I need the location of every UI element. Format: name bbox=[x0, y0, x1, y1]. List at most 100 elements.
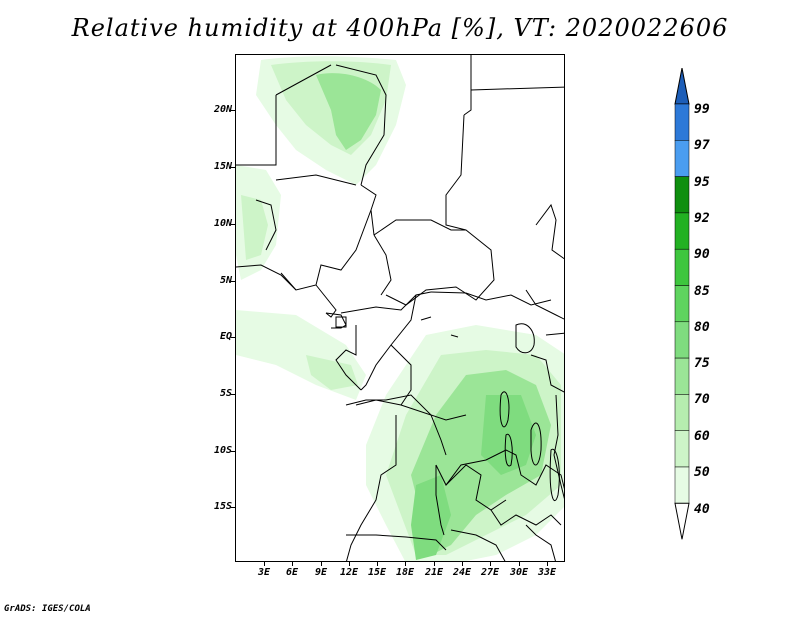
lon-label: 15E bbox=[367, 567, 387, 578]
lon-tick bbox=[405, 561, 406, 566]
border-line bbox=[236, 264, 297, 291]
lon-label: 9E bbox=[314, 567, 328, 578]
lat-tick bbox=[231, 507, 236, 508]
colorbar-label: 85 bbox=[694, 284, 710, 299]
colorbar-segment bbox=[674, 248, 690, 286]
border-line bbox=[545, 332, 564, 336]
lake-outline bbox=[450, 334, 459, 338]
lat-label: 5S bbox=[219, 388, 232, 399]
border-line bbox=[355, 399, 447, 456]
border-line bbox=[435, 465, 445, 536]
colorbar-segment bbox=[674, 212, 690, 250]
lat-label: 15N bbox=[213, 161, 232, 172]
colorbar-label: 90 bbox=[694, 247, 710, 262]
colorbar-label: 99 bbox=[694, 102, 710, 117]
lon-tick bbox=[490, 561, 491, 566]
border-line bbox=[505, 449, 564, 490]
lat-tick bbox=[231, 167, 236, 168]
colorbar-top-arrow bbox=[674, 68, 690, 105]
lon-label: 21E bbox=[424, 567, 444, 578]
lat-label: 10N bbox=[213, 218, 232, 229]
border-line bbox=[445, 464, 507, 511]
lake-outline bbox=[504, 433, 513, 467]
colorbar-segment bbox=[674, 285, 690, 323]
border-line bbox=[340, 291, 432, 314]
humidity-shading bbox=[236, 56, 564, 561]
colorbar-segment bbox=[674, 430, 690, 468]
border-line bbox=[490, 509, 562, 526]
colorbar-segment bbox=[674, 357, 690, 395]
lon-tick bbox=[349, 561, 350, 566]
colorbar-segment bbox=[674, 140, 690, 177]
colorbar-label: 75 bbox=[694, 356, 710, 371]
lon-label: 30E bbox=[509, 567, 529, 578]
lat-label: 10S bbox=[213, 445, 232, 456]
border-line bbox=[373, 234, 392, 296]
border-line bbox=[275, 64, 332, 96]
colorbar-segment bbox=[674, 466, 690, 504]
lon-tick bbox=[292, 561, 293, 566]
colorbar-bottom-arrow bbox=[674, 502, 690, 540]
lon-tick bbox=[547, 561, 548, 566]
lat-tick bbox=[231, 110, 236, 111]
colorbar-segment bbox=[674, 103, 690, 141]
lake-outline bbox=[549, 448, 560, 502]
lon-label: 12E bbox=[339, 567, 359, 578]
lon-label: 24E bbox=[452, 567, 472, 578]
lon-label: 6E bbox=[285, 567, 299, 578]
lon-tick bbox=[434, 561, 435, 566]
lake-outline bbox=[420, 316, 432, 321]
lat-label: 5N bbox=[219, 275, 232, 286]
lon-label: 27E bbox=[480, 567, 500, 578]
border-line bbox=[390, 344, 412, 406]
colorbar-segment bbox=[674, 321, 690, 359]
border-line bbox=[346, 534, 447, 551]
country-borders bbox=[236, 55, 564, 561]
humidity-area-north-strong bbox=[316, 73, 381, 150]
border-line bbox=[236, 95, 277, 166]
lakes bbox=[420, 316, 560, 502]
colorbar-label: 40 bbox=[694, 502, 710, 517]
colorbar-label: 60 bbox=[694, 429, 710, 444]
lat-label: 15S bbox=[213, 501, 232, 512]
border-line bbox=[470, 86, 564, 91]
colorbar-label: 70 bbox=[694, 392, 710, 407]
border-line bbox=[535, 203, 564, 260]
border-line bbox=[335, 325, 362, 391]
border-line bbox=[335, 64, 387, 186]
border-line bbox=[360, 294, 417, 391]
colorbar-label: 80 bbox=[694, 320, 710, 335]
border-line bbox=[373, 219, 495, 306]
lat-tick bbox=[231, 451, 236, 452]
lon-tick bbox=[519, 561, 520, 566]
lake-outline bbox=[530, 422, 542, 466]
border-line bbox=[445, 114, 467, 231]
colorbar-segment bbox=[674, 176, 690, 214]
colorbar bbox=[674, 68, 690, 540]
map-panel bbox=[235, 54, 565, 562]
lat-tick bbox=[231, 337, 236, 338]
border-line bbox=[280, 209, 372, 291]
lon-tick bbox=[377, 561, 378, 566]
lake-outline bbox=[499, 391, 510, 428]
border-line bbox=[275, 174, 357, 186]
plot-title: Relative humidity at 400hPa [%], VT: 202… bbox=[71, 14, 729, 42]
lon-tick bbox=[321, 561, 322, 566]
credit-text: GrADS: IGES/COLA bbox=[4, 604, 91, 614]
border-line bbox=[525, 524, 556, 561]
border-line bbox=[255, 199, 277, 251]
border-line bbox=[450, 529, 506, 561]
lon-label: 33E bbox=[537, 567, 557, 578]
colorbar-label: 92 bbox=[694, 211, 710, 226]
colorbar-segment bbox=[674, 394, 690, 431]
lon-label: 18E bbox=[395, 567, 415, 578]
border-line bbox=[463, 55, 472, 116]
border-line bbox=[315, 284, 337, 318]
border-line bbox=[530, 354, 564, 393]
border-line bbox=[430, 291, 552, 306]
lat-tick bbox=[231, 394, 236, 395]
border-line bbox=[335, 316, 347, 328]
border-line bbox=[525, 289, 564, 320]
border-line bbox=[553, 394, 564, 500]
humidity-map bbox=[236, 55, 564, 561]
